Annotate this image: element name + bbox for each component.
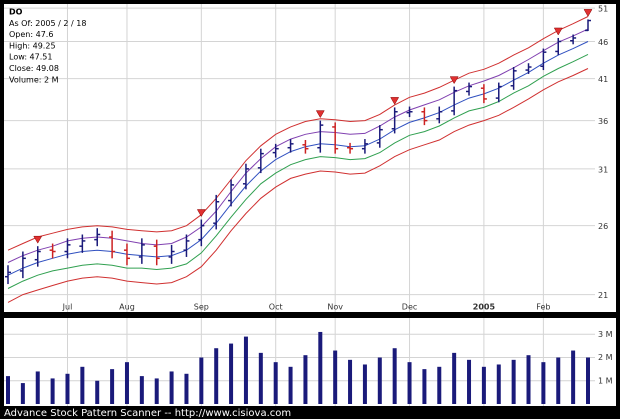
x-tick-label: Sep [194, 303, 209, 312]
band-line [7, 41, 589, 276]
price-panel [4, 4, 595, 312]
volume-bar [65, 373, 70, 404]
volume-bar [362, 364, 367, 404]
volume-bar [526, 355, 531, 404]
signal-marker [553, 27, 563, 36]
volume-bar [20, 383, 25, 404]
volume-bar [288, 366, 293, 404]
volume-bar [333, 350, 338, 404]
volume-bar [407, 362, 412, 404]
volume-bar [124, 362, 129, 404]
volume-bar [541, 362, 546, 404]
volume-bar [154, 378, 159, 404]
x-tick-label: Aug [119, 303, 135, 312]
volume-bar [6, 376, 10, 404]
footer-bar [0, 406, 620, 419]
volume-bar [467, 359, 472, 404]
footer: Advance Stock Pattern Scanner -- http://… [4, 408, 291, 419]
signal-marker [33, 235, 43, 244]
volume-bar [348, 359, 353, 404]
band-line [7, 53, 589, 289]
y-tick-label: 2 M [598, 353, 613, 362]
y-tick-label: 46 [598, 38, 608, 47]
volume-bar [511, 359, 516, 404]
volume-bar [35, 371, 40, 404]
info-text: DO [9, 8, 23, 17]
volume-bar [437, 366, 442, 404]
y-tick-label: 36 [598, 117, 608, 126]
volume-panel [4, 318, 595, 406]
signal-marker [449, 76, 459, 85]
y-tick-label: 1 M [598, 376, 613, 385]
x-tick-label: Feb [536, 303, 550, 312]
price-axis-panel [595, 4, 616, 312]
volume-bar [50, 378, 55, 404]
info-text: Close: 49.08 [9, 64, 59, 73]
signal-marker [583, 9, 593, 17]
signal-marker [390, 97, 400, 105]
volume-bar [184, 373, 189, 404]
y-tick-label: 51 [598, 5, 608, 14]
info-text: High: 49.25 [9, 41, 56, 50]
volume-bar [80, 366, 85, 404]
y-tick-label: 3 M [598, 330, 613, 339]
volume-bar [110, 369, 115, 404]
volume-bar [556, 357, 561, 404]
volume-bar [422, 369, 427, 404]
volume-bar [169, 371, 174, 404]
volume-axis-panel [595, 318, 616, 406]
info-text: Open: 47.6 [9, 30, 53, 39]
y-tick-label: 26 [598, 222, 608, 231]
volume-bar [318, 331, 323, 404]
info-text: Low: 47.51 [9, 53, 52, 62]
volume-bar [199, 357, 204, 404]
volume-bar [571, 350, 576, 404]
volume-bar [243, 336, 248, 404]
y-tick-label: 31 [598, 165, 608, 174]
volume-bar [586, 357, 590, 404]
band-line [7, 28, 589, 263]
volume-bar [481, 366, 486, 404]
info-text: Volume: 2 M [9, 75, 59, 84]
volume-bar [95, 380, 100, 404]
band-line [7, 16, 589, 251]
y-tick-label: 21 [598, 291, 608, 300]
signal-marker [315, 110, 325, 119]
volume-bar [273, 362, 278, 404]
signal-marker [196, 209, 206, 218]
volume-bar [139, 376, 144, 404]
x-tick-label: Oct [269, 303, 283, 312]
x-tick-label: Nov [327, 303, 343, 312]
x-tick-label: 2005 [473, 303, 496, 312]
volume-bar [452, 352, 457, 404]
volume-bar [496, 364, 501, 404]
y-tick-label: 41 [598, 75, 608, 84]
volume-bar [229, 343, 234, 404]
volume-bar [214, 348, 219, 404]
volume-bar [303, 355, 308, 404]
x-tick-label: Jul [62, 303, 73, 312]
band-line [7, 68, 589, 303]
x-tick-label: Dec [402, 303, 417, 312]
volume-bar [392, 348, 397, 404]
volume-bar [258, 352, 263, 404]
info-text: As Of: 2005 / 2 / 18 [9, 19, 86, 28]
volume-bar [377, 357, 382, 404]
